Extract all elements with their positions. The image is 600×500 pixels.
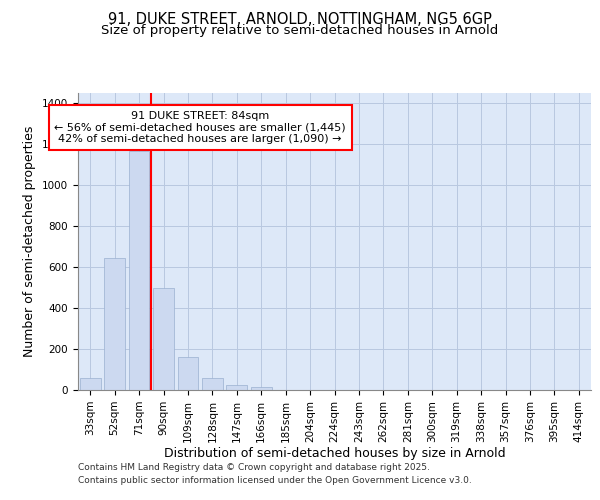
Text: 91, DUKE STREET, ARNOLD, NOTTINGHAM, NG5 6GP: 91, DUKE STREET, ARNOLD, NOTTINGHAM, NG5… [108,12,492,28]
Bar [226,385,247,390]
Y-axis label: Number of semi-detached properties: Number of semi-detached properties [23,126,37,357]
Bar [153,288,174,390]
X-axis label: Distribution of semi-detached houses by size in Arnold: Distribution of semi-detached houses by … [164,448,505,460]
Bar [80,378,101,390]
Bar [202,378,223,390]
Bar [104,258,125,390]
Text: Contains HM Land Registry data © Crown copyright and database right 2025.: Contains HM Land Registry data © Crown c… [78,464,430,472]
Bar [251,387,272,390]
Text: 91 DUKE STREET: 84sqm
← 56% of semi-detached houses are smaller (1,445)
42% of s: 91 DUKE STREET: 84sqm ← 56% of semi-deta… [55,111,346,144]
Bar [178,357,199,390]
Text: Size of property relative to semi-detached houses in Arnold: Size of property relative to semi-detach… [101,24,499,37]
Text: Contains public sector information licensed under the Open Government Licence v3: Contains public sector information licen… [78,476,472,485]
Bar [128,151,149,390]
